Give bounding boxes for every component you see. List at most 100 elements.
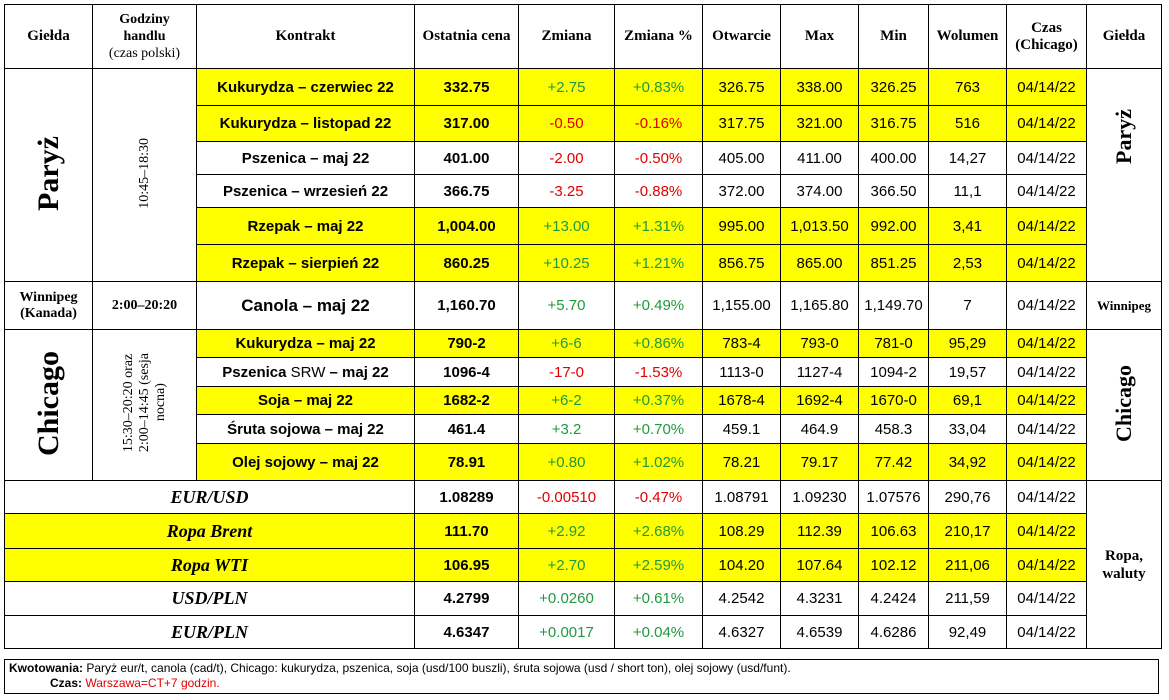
- last-price: 1,004.00: [414, 207, 519, 245]
- time: 04/14/22: [1006, 68, 1087, 106]
- open: 856.75: [702, 244, 781, 282]
- last-price: 4.2799: [414, 581, 519, 616]
- change-pct: +0.83%: [614, 68, 703, 106]
- max: 1127-4: [780, 357, 859, 387]
- market-paris-right: Paryż: [1086, 68, 1162, 208]
- change: +3.2: [518, 414, 615, 444]
- footer-time-text: Warszawa=CT+7 godzin.: [85, 676, 220, 690]
- min: 1094-2: [858, 357, 929, 387]
- contract-name: Pszenica SRW – maj 22: [196, 357, 415, 387]
- contract-name: Śruta sojowa – maj 22: [196, 414, 415, 444]
- change: +10.25: [518, 244, 615, 282]
- last-price: 461.4: [414, 414, 519, 444]
- footer-quotes: Kwotowania: Paryż eur/t, canola (cad/t),…: [9, 661, 1158, 676]
- time: 04/14/22: [1006, 281, 1087, 330]
- open: 108.29: [702, 513, 781, 549]
- volume: 290,76: [928, 480, 1007, 514]
- time: 04/14/22: [1006, 548, 1087, 582]
- change: +6-2: [518, 386, 615, 415]
- hours-paris: 10:45–18:30: [92, 68, 197, 282]
- market-paris-right-blank: [1086, 207, 1162, 282]
- table-row: Chicago 15:30–20:20 oraz 2:00–14:45 (sesj…: [4, 329, 1162, 481]
- change-pct: +0.70%: [614, 414, 703, 444]
- hours-chicago-l3: nocna): [152, 383, 168, 423]
- market-other-l2: waluty: [1102, 565, 1146, 582]
- last-price: 317.00: [414, 105, 519, 142]
- max: 1.09230: [780, 480, 859, 514]
- time: 04/14/22: [1006, 329, 1087, 358]
- contract-name: Ropa Brent: [4, 513, 415, 549]
- table-row: Ropa Brent 111.70 +2.92 +2.68% 108.29 11…: [4, 513, 1162, 549]
- change: +2.92: [518, 513, 615, 549]
- max: 321.00: [780, 105, 859, 142]
- change-pct: +0.04%: [614, 615, 703, 649]
- table-row: EUR/PLN 4.6347 +0.0017 +0.04% 4.6327 4.6…: [4, 615, 1162, 649]
- volume: 34,92: [928, 443, 1007, 481]
- min: 1.07576: [858, 480, 929, 514]
- change: +5.70: [518, 281, 615, 330]
- max: 865.00: [780, 244, 859, 282]
- max: 374.00: [780, 174, 859, 208]
- open: 326.75: [702, 68, 781, 106]
- open: 104.20: [702, 548, 781, 582]
- table-row: Rzepak – maj 22 1,004.00 +13.00 +1.31% 9…: [4, 207, 1162, 282]
- table-row: Ropa WTI 106.95 +2.70 +2.59% 104.20 107.…: [4, 548, 1162, 582]
- market-paris: Paryż: [4, 68, 93, 282]
- volume: 11,1: [928, 174, 1007, 208]
- open: 1113-0: [702, 357, 781, 387]
- change-pct: +0.37%: [614, 386, 703, 415]
- footer-quotes-label: Kwotowania:: [9, 661, 83, 675]
- volume: 7: [928, 281, 1007, 330]
- hours-paris-label: 10:45–18:30: [136, 137, 152, 209]
- open: 78.21: [702, 443, 781, 481]
- volume: 516: [928, 105, 1007, 142]
- change: +0.0017: [518, 615, 615, 649]
- open: 1.08791: [702, 480, 781, 514]
- last-price: 1.08289: [414, 480, 519, 514]
- header-market-right: Giełda: [1086, 4, 1162, 69]
- open: 4.6327: [702, 615, 781, 649]
- contract-name: Kukurydza – listopad 22: [196, 105, 415, 142]
- volume: 95,29: [928, 329, 1007, 358]
- change-pct: -0.47%: [614, 480, 703, 514]
- table-row: Śruta sojowa – maj 22 461.4 +3.2 +0.70% …: [4, 414, 1162, 444]
- time: 04/14/22: [1006, 443, 1087, 481]
- table-row: Pszenica – wrzesień 22 366.75 -3.25 -0.8…: [4, 174, 1162, 208]
- contract-name-a: Pszenica: [222, 363, 291, 381]
- quotes-table: Giełda Godziny handlu (czas polski) Kontra…: [4, 4, 1162, 649]
- volume: 69,1: [928, 386, 1007, 415]
- header-hours-l1: Godziny: [119, 12, 170, 27]
- last-price: 78.91: [414, 443, 519, 481]
- table-row: EUR/USD 1.08289 -0.00510 -0.47% 1.08791 …: [4, 480, 1162, 649]
- last-price: 106.95: [414, 548, 519, 582]
- table-row: USD/PLN 4.2799 +0.0260 +0.61% 4.2542 4.3…: [4, 581, 1162, 616]
- time: 04/14/22: [1006, 513, 1087, 549]
- footer-time: Czas: Warszawa=CT+7 godzin.: [50, 676, 220, 690]
- max: 411.00: [780, 141, 859, 175]
- max: 79.17: [780, 443, 859, 481]
- header-change: Zmiana: [518, 4, 615, 69]
- time: 04/14/22: [1006, 414, 1087, 444]
- hours-chicago-l2: 2:00–14:45 (sesja: [136, 353, 152, 453]
- change: -3.25: [518, 174, 615, 208]
- max: 107.64: [780, 548, 859, 582]
- min: 4.6286: [858, 615, 929, 649]
- market-other-right: Ropa, waluty: [1086, 480, 1162, 649]
- market-winnipeg-l2: (Kanada): [20, 305, 77, 321]
- market-winnipeg-right: Winnipeg: [1086, 281, 1162, 330]
- contract-name-b: SRW: [290, 363, 326, 381]
- time: 04/14/22: [1006, 480, 1087, 514]
- max: 338.00: [780, 68, 859, 106]
- contract-name: Kukurydza – czerwiec 22: [196, 68, 415, 106]
- volume: 33,04: [928, 414, 1007, 444]
- last-price: 4.6347: [414, 615, 519, 649]
- header-hours-l3: (czas polski): [108, 46, 181, 61]
- last-price: 1096-4: [414, 357, 519, 387]
- change-pct: +1.02%: [614, 443, 703, 481]
- time: 04/14/22: [1006, 615, 1087, 649]
- market-paris-label: Paryż: [31, 135, 65, 211]
- open: 317.75: [702, 105, 781, 142]
- last-price: 860.25: [414, 244, 519, 282]
- hours-chicago-label: 15:30–20:20 oraz 2:00–14:45 (sesja nocna): [121, 353, 169, 452]
- open: 995.00: [702, 207, 781, 245]
